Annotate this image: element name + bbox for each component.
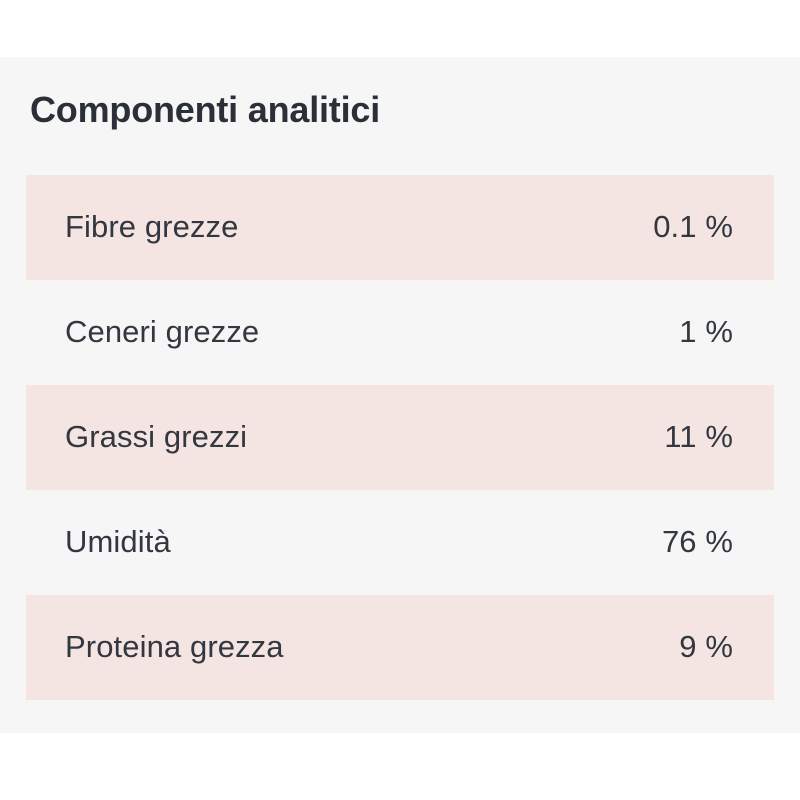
- row-value: 1 %: [679, 314, 733, 350]
- page-title: Componenti analitici: [30, 89, 381, 130]
- row-value: 76 %: [661, 524, 733, 560]
- row-label: Ceneri grezze: [65, 314, 260, 350]
- table-row: Fibre grezze 0.1 %: [26, 174, 774, 280]
- row-value: 0.1 %: [653, 209, 733, 245]
- table-row: Ceneri grezze 1 %: [26, 280, 774, 385]
- row-label: Proteina grezza: [65, 629, 284, 665]
- row-value: 11 %: [664, 419, 733, 455]
- table-row: Umidità 76 %: [26, 490, 774, 595]
- row-label: Umidità: [65, 524, 171, 560]
- row-value: 9 %: [679, 629, 733, 665]
- analytical-constituents-panel: Componenti analitici Fibre grezze 0.1 % …: [0, 57, 800, 733]
- row-label: Grassi grezzi: [65, 419, 248, 455]
- table-row: Grassi grezzi 11 %: [26, 384, 774, 490]
- table-row: Proteina grezza 9 %: [26, 594, 774, 700]
- analytical-constituents-table: Fibre grezze 0.1 % Ceneri grezze 1 % Gra…: [0, 174, 800, 700]
- row-label: Fibre grezze: [65, 209, 239, 245]
